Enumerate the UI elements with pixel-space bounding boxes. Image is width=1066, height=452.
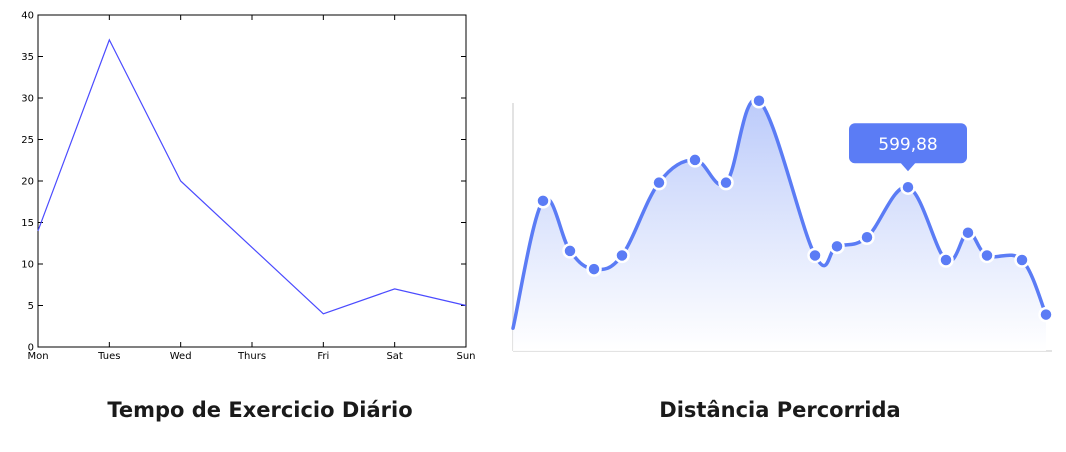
- distance-data-point: [859, 229, 875, 245]
- left-y-axis-ticks: 0 5 10 15 20 25 30 35 40: [21, 11, 466, 354]
- left-chart-title: Tempo de Exercicio Diário: [107, 398, 413, 422]
- x-tick-label: Tues: [97, 351, 120, 362]
- y-tick-label: 30: [21, 94, 34, 105]
- distance-area-fill: [513, 99, 1046, 351]
- distance-data-point: [562, 243, 578, 259]
- tooltip-value-label: 599,88: [878, 135, 937, 155]
- distance-area-chart: 599,88: [511, 93, 1054, 352]
- tooltip-pointer: [900, 162, 916, 172]
- distance-data-points: [535, 93, 1054, 323]
- y-tick-label: 40: [21, 11, 34, 22]
- distance-data-point: [1038, 306, 1054, 323]
- distance-data-point: [960, 224, 976, 241]
- y-tick-label: 20: [21, 177, 34, 188]
- distance-data-point: [614, 247, 630, 264]
- x-tick-label: Sun: [456, 351, 475, 362]
- exercise-time-series-line: [37, 38, 467, 315]
- highlight-tooltip: 599,88: [849, 123, 967, 172]
- distance-data-point: [751, 93, 767, 109]
- y-tick-label: 35: [21, 52, 34, 63]
- left-x-axis-ticks: Mon Tues Wed Thurs Fri Sat Sun: [27, 15, 476, 362]
- tooltip-box: [849, 123, 967, 164]
- distance-data-point: [718, 174, 734, 191]
- distance-data-point: [1014, 252, 1030, 268]
- left-plot-frame: [37, 14, 467, 348]
- x-tick-label: Mon: [27, 351, 48, 362]
- distance-data-point: [535, 193, 551, 209]
- y-tick-label: 10: [21, 260, 34, 271]
- y-tick-label: 0: [28, 343, 34, 354]
- y-tick-label: 5: [28, 301, 34, 312]
- x-tick-label: Fri: [317, 351, 329, 362]
- distance-data-point: [807, 247, 823, 264]
- y-tick-label: 15: [21, 218, 34, 229]
- x-tick-label: Wed: [170, 351, 192, 362]
- distance-data-point: [651, 174, 667, 191]
- daily-exercise-line-chart: 0 5 10 15 20 25 30 35 40 Mon Tues Wed Thurs Fri Sat Su…: [21, 11, 476, 363]
- distance-data-point: [586, 261, 602, 277]
- distance-data-point: [900, 179, 916, 195]
- x-tick-label: Thurs: [237, 351, 266, 362]
- right-chart-title: Distância Percorrida: [659, 398, 901, 422]
- distance-data-point: [979, 247, 995, 264]
- distance-data-point: [829, 238, 845, 255]
- distance-data-point: [938, 252, 954, 268]
- distance-data-point: [687, 152, 703, 168]
- y-tick-label: 25: [21, 135, 34, 146]
- x-tick-label: Sat: [386, 351, 402, 362]
